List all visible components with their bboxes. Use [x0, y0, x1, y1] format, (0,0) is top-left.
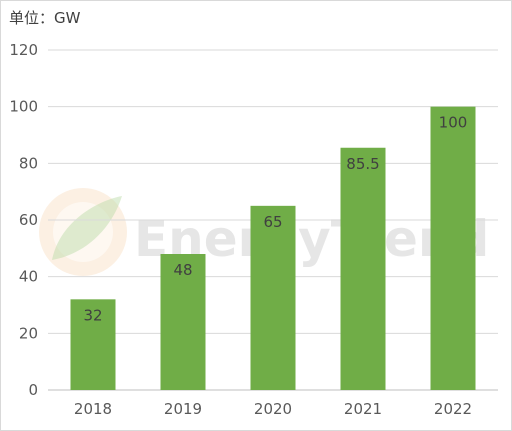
x-tick-label: 2020 [254, 400, 292, 418]
y-tick-label: 0 [28, 381, 38, 399]
y-tick-label: 100 [9, 98, 38, 116]
bars [70, 106, 476, 391]
bar [340, 147, 386, 390]
y-axis-ticks: 0 20 40 60 80 100 120 [9, 41, 38, 399]
data-labels: 32 48 65 85.5 100 [83, 114, 467, 325]
x-tick-label: 2018 [74, 400, 112, 418]
x-tick-label: 2019 [164, 400, 202, 418]
y-tick-label: 20 [19, 324, 38, 342]
data-label: 32 [83, 306, 102, 324]
y-tick-label: 40 [19, 268, 38, 286]
bar [430, 106, 476, 391]
bar [160, 254, 206, 390]
bar [70, 299, 116, 390]
data-label: 65 [263, 213, 282, 231]
x-tick-label: 2021 [344, 400, 382, 418]
data-label: 48 [173, 261, 192, 279]
y-tick-label: 120 [9, 41, 38, 59]
x-tick-label: 2022 [434, 400, 472, 418]
y-tick-label: 60 [19, 211, 38, 229]
data-label: 100 [439, 114, 468, 132]
energytrend-leaf-logo [39, 188, 127, 276]
bar [250, 205, 296, 390]
x-axis-ticks: 2018 2019 2020 2021 2022 [74, 400, 472, 418]
data-label: 85.5 [346, 155, 379, 173]
y-tick-label: 80 [19, 154, 38, 172]
unit-label: 单位：GW [9, 9, 81, 27]
